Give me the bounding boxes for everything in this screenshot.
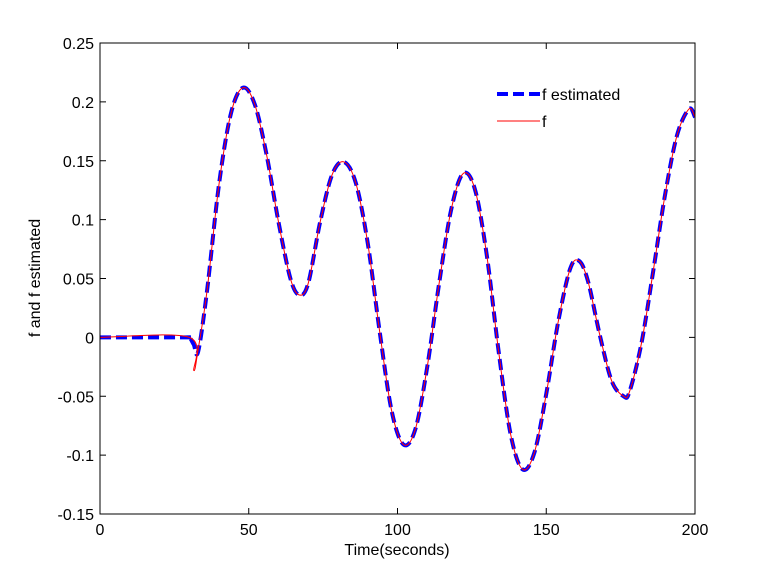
series-line-f [100,87,695,471]
y-tick-label: 0.15 [63,154,94,171]
x-tick-label: 50 [240,522,258,539]
y-tick-label: 0.2 [72,95,94,112]
legend-label-f: f [542,114,547,131]
legend: f estimated f [497,87,620,131]
y-tick-label: -0.15 [58,507,95,524]
x-tick-label: 100 [384,522,411,539]
plot-frame [99,42,696,515]
x-tick-label: 200 [682,522,709,539]
y-tick-label: -0.05 [58,389,95,406]
legend-label-f-estimated: f estimated [542,87,620,104]
axis-ticks: 0 50 100 150 200 -0.15 -0.1 -0.05 0 0.05 0.1 0.15 0.… [58,36,709,539]
y-tick-label: 0.25 [63,36,94,53]
series-layer [100,85,695,472]
x-tick-label: 0 [96,522,105,539]
x-axis-label: Time(seconds) [344,542,449,559]
y-tick-label: 0.05 [63,272,94,289]
y-tick-label: -0.1 [66,448,94,465]
y-axis-label: f and f estimated [27,219,44,337]
x-tick-label: 150 [533,522,560,539]
y-tick-label: 0 [85,330,94,347]
plot-area [100,43,695,514]
y-tick-label: 0.1 [72,213,94,230]
